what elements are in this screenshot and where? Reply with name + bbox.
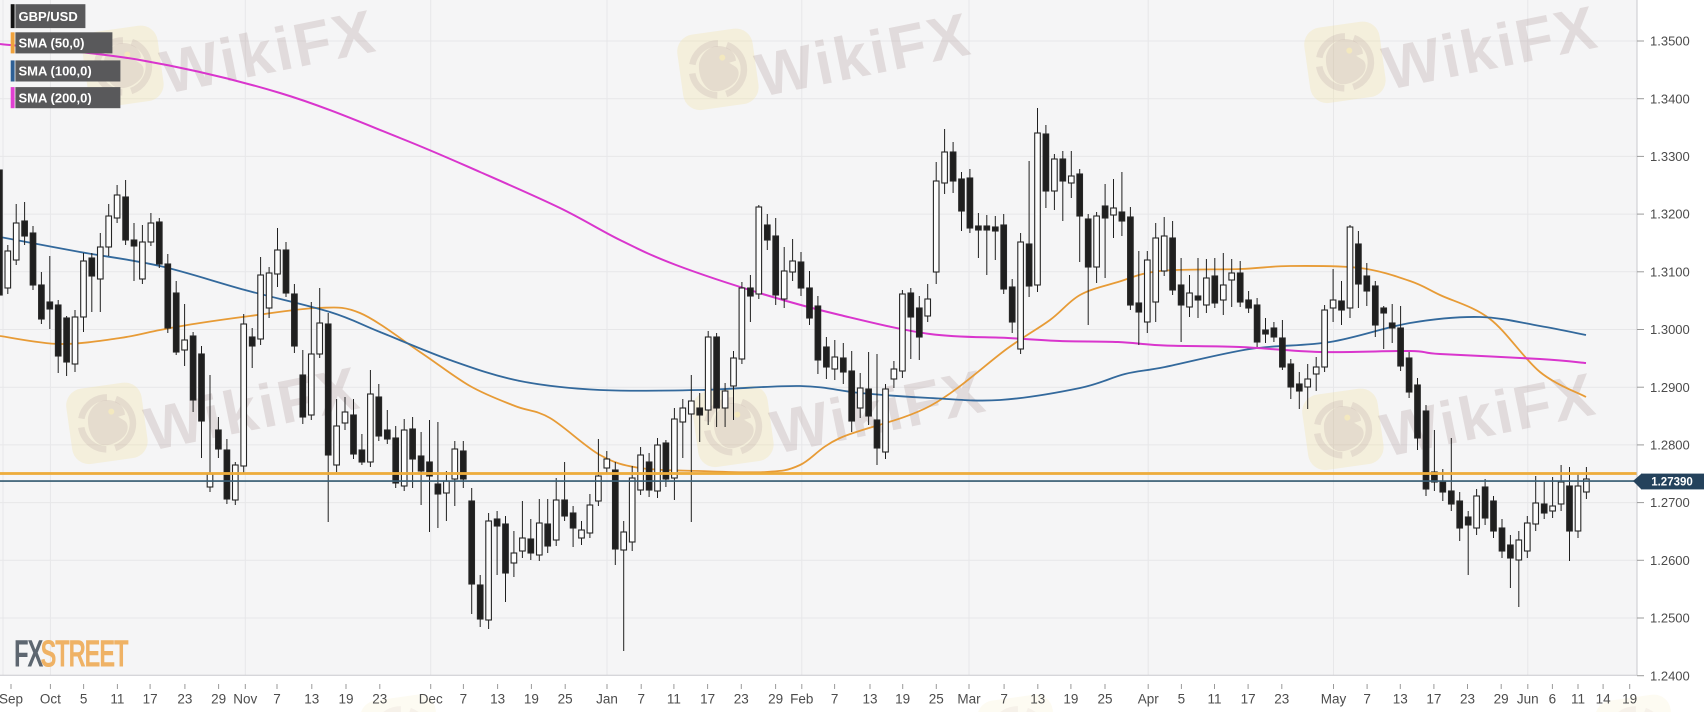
svg-text:7: 7 bbox=[273, 692, 281, 707]
svg-text:GBP/USD: GBP/USD bbox=[19, 9, 78, 24]
svg-text:1.3500: 1.3500 bbox=[1650, 34, 1690, 49]
svg-text:13: 13 bbox=[490, 692, 505, 707]
svg-text:23: 23 bbox=[372, 692, 387, 707]
svg-text:29: 29 bbox=[1494, 692, 1509, 707]
svg-text:11: 11 bbox=[1571, 692, 1585, 707]
svg-text:5: 5 bbox=[1178, 692, 1186, 707]
svg-text:SMA (200,0): SMA (200,0) bbox=[19, 90, 92, 105]
svg-text:19: 19 bbox=[1622, 692, 1637, 707]
svg-text:13: 13 bbox=[1030, 692, 1045, 707]
svg-text:11: 11 bbox=[1207, 692, 1221, 707]
svg-text:Apr: Apr bbox=[1138, 692, 1160, 707]
svg-text:1.2900: 1.2900 bbox=[1650, 380, 1690, 395]
svg-text:Oct: Oct bbox=[40, 692, 61, 707]
svg-text:13: 13 bbox=[1393, 692, 1408, 707]
svg-text:17: 17 bbox=[1426, 692, 1441, 707]
svg-text:1.3300: 1.3300 bbox=[1650, 149, 1690, 164]
svg-text:25: 25 bbox=[1097, 692, 1112, 707]
svg-text:23: 23 bbox=[734, 692, 749, 707]
svg-text:19: 19 bbox=[1063, 692, 1078, 707]
svg-text:29: 29 bbox=[768, 692, 783, 707]
svg-text:Sep: Sep bbox=[0, 692, 23, 707]
svg-text:Mar: Mar bbox=[957, 692, 981, 707]
svg-text:Jan: Jan bbox=[596, 692, 618, 707]
svg-text:13: 13 bbox=[304, 692, 319, 707]
svg-text:17: 17 bbox=[1241, 692, 1256, 707]
svg-text:19: 19 bbox=[524, 692, 539, 707]
svg-text:1.2500: 1.2500 bbox=[1650, 611, 1690, 626]
svg-text:29: 29 bbox=[211, 692, 226, 707]
svg-text:11: 11 bbox=[667, 692, 681, 707]
svg-text:1.27390: 1.27390 bbox=[1651, 476, 1693, 488]
svg-text:1.3200: 1.3200 bbox=[1650, 207, 1690, 222]
svg-text:May: May bbox=[1321, 692, 1347, 707]
svg-text:23: 23 bbox=[1274, 692, 1289, 707]
svg-text:SMA (50,0): SMA (50,0) bbox=[19, 35, 85, 50]
svg-text:25: 25 bbox=[558, 692, 573, 707]
svg-text:13: 13 bbox=[862, 692, 877, 707]
svg-text:Nov: Nov bbox=[233, 692, 257, 707]
svg-text:19: 19 bbox=[338, 692, 353, 707]
svg-text:14: 14 bbox=[1596, 692, 1612, 707]
svg-text:19: 19 bbox=[895, 692, 910, 707]
svg-text:Dec: Dec bbox=[419, 692, 443, 707]
svg-text:1.3000: 1.3000 bbox=[1650, 322, 1690, 337]
svg-text:5: 5 bbox=[80, 692, 88, 707]
svg-text:6: 6 bbox=[1549, 692, 1557, 707]
svg-text:Jun: Jun bbox=[1517, 692, 1539, 707]
svg-text:17: 17 bbox=[143, 692, 158, 707]
svg-text:1.2700: 1.2700 bbox=[1650, 495, 1690, 510]
svg-text:7: 7 bbox=[1363, 692, 1371, 707]
svg-text:1.2800: 1.2800 bbox=[1650, 438, 1690, 453]
svg-text:1.2400: 1.2400 bbox=[1650, 668, 1690, 683]
svg-text:7: 7 bbox=[460, 692, 468, 707]
svg-text:SMA (100,0): SMA (100,0) bbox=[19, 64, 92, 79]
svg-text:11: 11 bbox=[110, 692, 124, 707]
svg-text:STREET: STREET bbox=[40, 632, 129, 675]
svg-text:7: 7 bbox=[1000, 692, 1008, 707]
svg-text:25: 25 bbox=[929, 692, 944, 707]
svg-text:1.3400: 1.3400 bbox=[1650, 91, 1690, 106]
svg-text:1.2600: 1.2600 bbox=[1650, 553, 1690, 568]
svg-text:1.3100: 1.3100 bbox=[1650, 264, 1690, 279]
svg-text:17: 17 bbox=[700, 692, 715, 707]
svg-text:7: 7 bbox=[637, 692, 645, 707]
svg-text:Feb: Feb bbox=[790, 692, 813, 707]
svg-text:23: 23 bbox=[1460, 692, 1475, 707]
svg-text:FX: FX bbox=[14, 632, 43, 675]
svg-text:23: 23 bbox=[177, 692, 192, 707]
svg-text:7: 7 bbox=[831, 692, 839, 707]
